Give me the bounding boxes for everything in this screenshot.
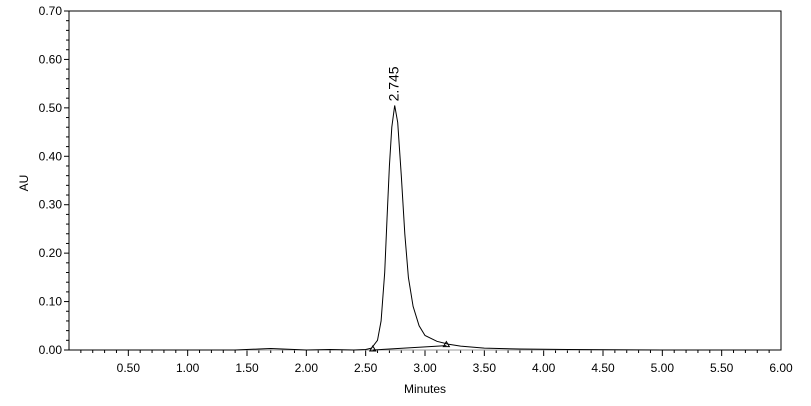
x-tick-label: 5.00 — [651, 361, 675, 375]
x-tick-label: 5.50 — [710, 361, 734, 375]
x-axis-label: Minutes — [404, 382, 446, 396]
plot-area-frame — [68, 10, 782, 351]
y-tick-label: 0.20 — [39, 246, 63, 260]
x-tick-label: 6.00 — [769, 361, 793, 375]
y-tick-label: 0.70 — [39, 4, 63, 18]
x-tick-label: 4.00 — [532, 361, 556, 375]
baseline-marker — [368, 345, 377, 352]
series-layer: 2.745 — [69, 66, 781, 352]
peak-baseline — [372, 345, 447, 351]
y-tick-label: 0.00 — [39, 343, 63, 357]
x-tick-label: 3.50 — [473, 361, 497, 375]
x-tick-label: 4.50 — [591, 361, 615, 375]
x-tick-label: 2.00 — [295, 361, 319, 375]
x-axis-ticks: 0.50 1.00 1.50 2.00 2.50 3.00 3.50 4.00 4.50 5.00… — [80, 350, 793, 375]
y-axis-ticks: 0.00 0.10 0.20 0.30 0.40 0.50 0.60 0.70 — [39, 4, 69, 357]
x-tick-label: 1.50 — [235, 361, 259, 375]
y-axis-label: AU — [17, 175, 31, 192]
y-tick-label: 0.60 — [39, 52, 63, 66]
peak-label: 2.745 — [386, 66, 402, 101]
x-tick-label: 1.00 — [176, 361, 200, 375]
y-tick-label: 0.30 — [39, 198, 63, 212]
y-tick-label: 0.10 — [39, 295, 63, 309]
y-tick-label: 0.50 — [39, 101, 63, 115]
x-tick-label: 0.50 — [117, 361, 141, 375]
y-tick-label: 0.40 — [39, 149, 63, 163]
baseline-marker — [442, 340, 451, 348]
x-tick-label: 2.50 — [354, 361, 378, 375]
trace-line — [69, 105, 781, 351]
x-tick-label: 3.00 — [413, 361, 437, 375]
